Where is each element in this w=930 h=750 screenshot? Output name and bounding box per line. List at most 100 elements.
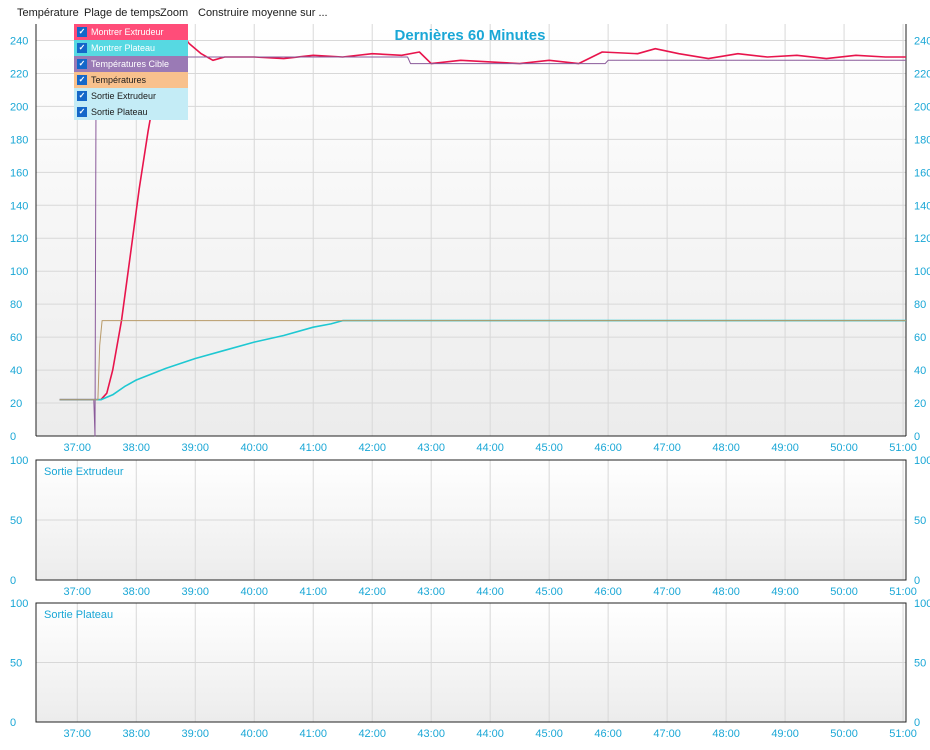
y-tick-label: 100 <box>10 266 28 278</box>
x-tick-label: 41:00 <box>299 586 327 598</box>
x-tick-label: 45:00 <box>535 728 563 740</box>
x-tick-label: 47:00 <box>653 586 681 598</box>
y-tick-label-right: 0 <box>914 575 920 587</box>
y-tick-label-right: 50 <box>914 658 926 670</box>
y-tick-label-right: 240 <box>914 35 930 47</box>
x-tick-label: 39:00 <box>181 442 209 454</box>
y-tick-label-right: 100 <box>914 266 930 278</box>
menu-zoom[interactable]: Zoom <box>160 7 189 19</box>
x-tick-label: 50:00 <box>830 586 858 598</box>
x-tick-label: 40:00 <box>240 586 268 598</box>
x-tick-label: 37:00 <box>64 442 92 454</box>
y-tick-label-right: 100 <box>914 598 930 610</box>
x-tick-label: 50:00 <box>830 442 858 454</box>
y-tick-label-right: 20 <box>914 398 926 410</box>
checkbox-icon[interactable]: ✓ <box>77 75 87 85</box>
x-tick-label: 43:00 <box>417 442 445 454</box>
menu-bar: Température Plage de temps Zoom Construi… <box>0 0 930 24</box>
y-tick-label: 50 <box>10 658 22 670</box>
legend-item-temp-ratures-cible[interactable]: ✓ Températures Cible <box>74 56 188 72</box>
x-tick-label: 51:00 <box>889 728 917 740</box>
legend-item-sortie-plateau[interactable]: ✓ Sortie Plateau <box>74 104 188 120</box>
menu-temperature[interactable]: Température <box>17 7 79 19</box>
y-tick-label: 240 <box>10 35 28 47</box>
x-tick-label: 42:00 <box>358 442 386 454</box>
y-tick-label-right: 0 <box>914 431 920 443</box>
x-tick-label: 44:00 <box>476 728 504 740</box>
x-tick-label: 37:00 <box>64 586 92 598</box>
menu-time-range[interactable]: Plage de temps <box>84 7 161 19</box>
checkbox-icon[interactable]: ✓ <box>77 27 87 37</box>
y-tick-label: 100 <box>10 455 28 467</box>
chart-title: Dernières 60 Minutes <box>395 27 546 44</box>
y-tick-label: 160 <box>10 167 28 179</box>
bed-output-chart: 0 0 50 50 100 100 37:00 38:00 39:00 40:00 41:00 42:… <box>10 598 930 740</box>
y-tick-label: 0 <box>10 717 16 729</box>
y-tick-label-right: 160 <box>914 167 930 179</box>
y-tick-label-right: 50 <box>914 515 926 527</box>
legend: ✓ Montrer Extrudeur ✓ Montrer Plateau ✓ Tempé… <box>74 24 188 120</box>
y-tick-label-right: 120 <box>914 233 930 245</box>
x-tick-label: 50:00 <box>830 728 858 740</box>
legend-label: Sortie Extrudeur <box>91 91 157 101</box>
x-tick-label: 48:00 <box>712 728 740 740</box>
menu-build-average[interactable]: Construire moyenne sur ... <box>198 7 328 19</box>
x-tick-label: 46:00 <box>594 586 622 598</box>
y-tick-label: 60 <box>10 332 22 344</box>
checkbox-icon[interactable]: ✓ <box>77 43 87 53</box>
legend-item-montrer-plateau[interactable]: ✓ Montrer Plateau <box>74 40 188 56</box>
y-tick-label-right: 100 <box>914 455 930 467</box>
x-tick-label: 46:00 <box>594 728 622 740</box>
legend-item-montrer-extrudeur[interactable]: ✓ Montrer Extrudeur <box>74 24 188 40</box>
x-tick-label: 38:00 <box>123 442 151 454</box>
chart-frame <box>35 459 907 581</box>
legend-label: Montrer Plateau <box>91 43 156 53</box>
legend-label: Sortie Plateau <box>91 107 148 117</box>
x-tick-label: 42:00 <box>358 728 386 740</box>
x-tick-label: 38:00 <box>123 728 151 740</box>
y-tick-label: 120 <box>10 233 28 245</box>
legend-label: Températures Cible <box>91 59 170 69</box>
y-tick-label: 20 <box>10 398 22 410</box>
series-montrer-extrudeur <box>59 31 906 401</box>
x-tick-label: 51:00 <box>889 442 917 454</box>
chart-frame <box>35 602 907 723</box>
x-tick-label: 47:00 <box>653 442 681 454</box>
legend-item-temp-ratures[interactable]: ✓ Températures <box>74 72 188 88</box>
y-tick-label-right: 200 <box>914 101 930 113</box>
x-tick-label: 38:00 <box>123 586 151 598</box>
legend-label: Températures <box>91 75 147 85</box>
x-tick-label: 41:00 <box>299 728 327 740</box>
x-tick-label: 40:00 <box>240 728 268 740</box>
y-tick-label: 50 <box>10 515 22 527</box>
y-tick-label-right: 80 <box>914 299 926 311</box>
y-tick-label: 40 <box>10 365 22 377</box>
x-tick-label: 49:00 <box>771 586 799 598</box>
y-tick-label: 140 <box>10 200 28 212</box>
x-tick-label: 44:00 <box>476 442 504 454</box>
x-tick-label: 49:00 <box>771 442 799 454</box>
x-tick-label: 48:00 <box>712 442 740 454</box>
x-tick-label: 44:00 <box>476 586 504 598</box>
x-tick-label: 43:00 <box>417 728 445 740</box>
x-tick-label: 47:00 <box>653 728 681 740</box>
x-tick-label: 48:00 <box>712 586 740 598</box>
legend-item-sortie-extrudeur[interactable]: ✓ Sortie Extrudeur <box>74 88 188 104</box>
series-temp-ratures <box>59 320 906 401</box>
checkbox-icon[interactable]: ✓ <box>77 91 87 101</box>
y-tick-label: 100 <box>10 598 28 610</box>
extruder-output-chart: 0 0 50 50 100 100 37:00 38:00 39:00 40:00 41:00 42:… <box>10 455 930 598</box>
x-tick-label: 45:00 <box>535 586 563 598</box>
y-tick-label: 180 <box>10 134 28 146</box>
y-tick-label-right: 40 <box>914 365 926 377</box>
checkbox-icon[interactable]: ✓ <box>77 107 87 117</box>
y-tick-label-right: 60 <box>914 332 926 344</box>
x-tick-label: 45:00 <box>535 442 563 454</box>
y-tick-label: 0 <box>10 575 16 587</box>
panel-title: Sortie Plateau <box>44 609 113 621</box>
y-tick-label: 220 <box>10 68 28 80</box>
x-tick-label: 46:00 <box>594 442 622 454</box>
y-tick-label-right: 220 <box>914 68 930 80</box>
x-tick-label: 43:00 <box>417 586 445 598</box>
checkbox-icon[interactable]: ✓ <box>77 59 87 69</box>
